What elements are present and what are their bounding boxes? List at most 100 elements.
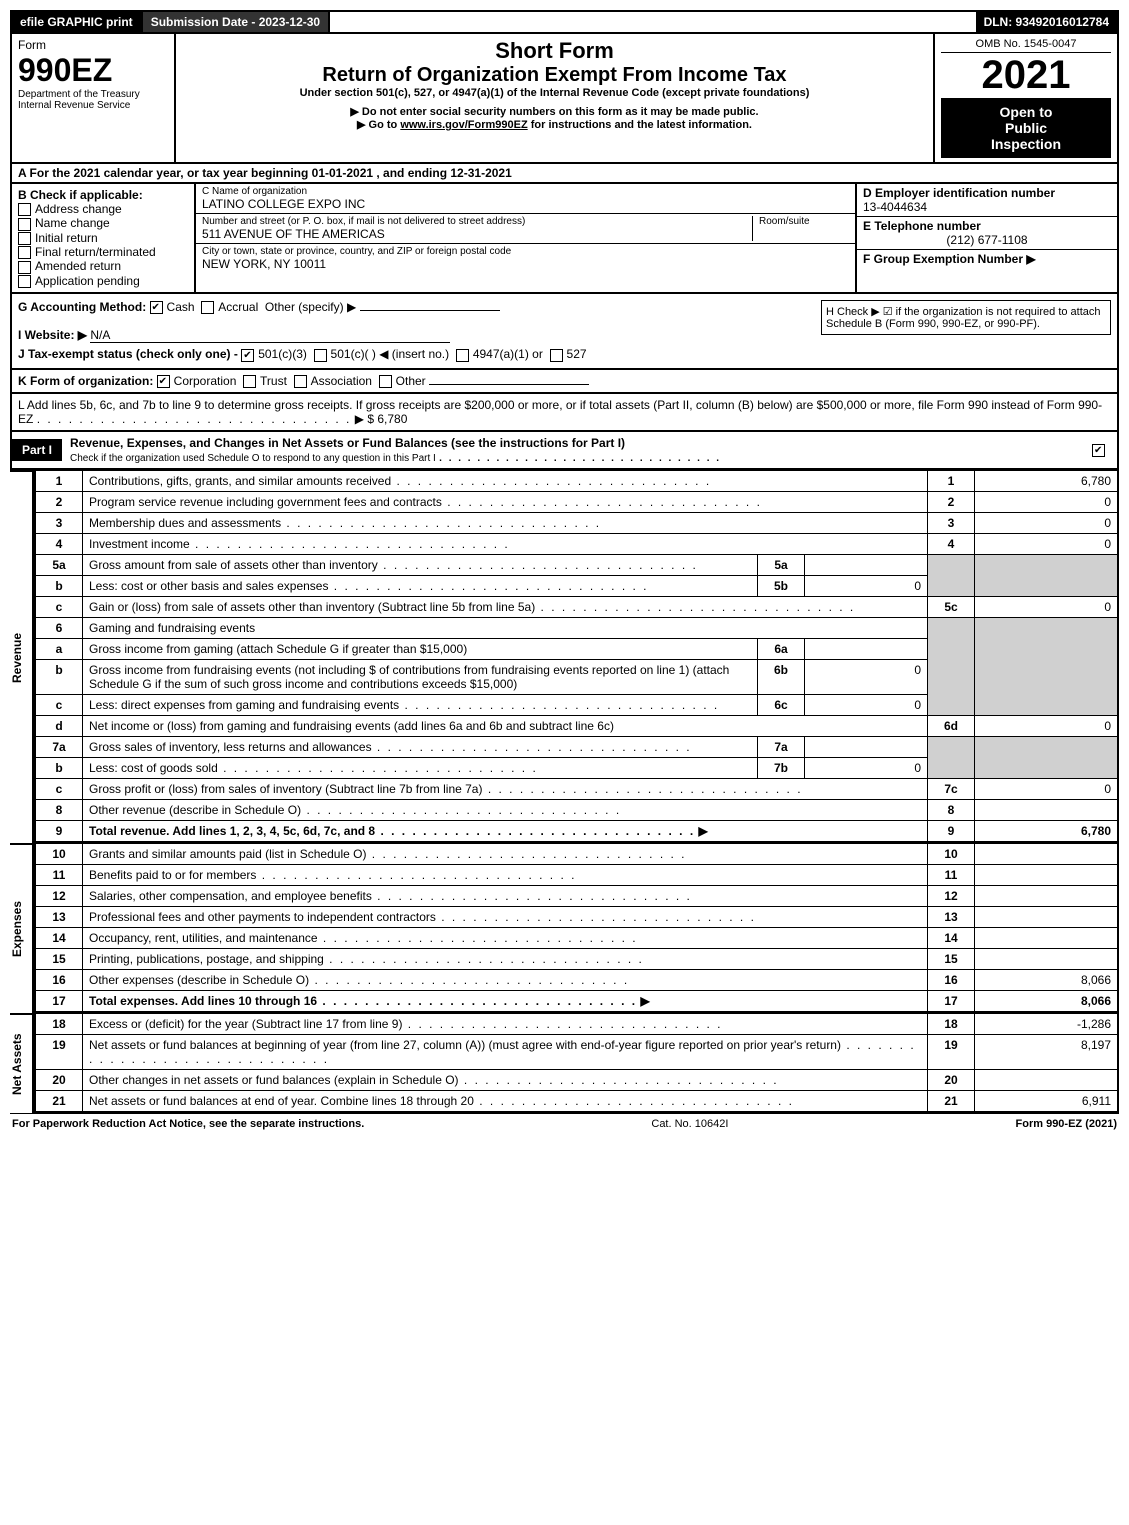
checkbox-association[interactable] [294,375,307,388]
sections-b-through-f: B Check if applicable: Address change Na… [10,184,1119,294]
dept-label: Department of the Treasury [18,89,168,100]
line-17: 17Total expenses. Add lines 10 through 1… [35,990,1118,1012]
checkbox-name-change[interactable] [18,218,31,231]
checkbox-accrual[interactable] [201,301,214,314]
line-19: 19Net assets or fund balances at beginni… [35,1034,1118,1069]
city-label: City or town, state or province, country… [202,246,849,257]
section-j: J Tax-exempt status (check only one) - 5… [18,347,1111,361]
line-14: 14Occupancy, rent, utilities, and mainte… [35,927,1118,948]
sections-g-h-i-j: H Check ▶ ☑ if the organization is not r… [10,294,1119,370]
revenue-table: 1Contributions, gifts, grants, and simil… [34,470,1119,843]
c-label: C Name of organization [202,186,849,197]
section-a: A For the 2021 calendar year, or tax yea… [10,164,1119,184]
f-label: F Group Exemption Number ▶ [863,252,1111,266]
street-label: Number and street (or P. O. box, if mail… [202,216,752,227]
line-8: 8Other revenue (describe in Schedule O)8 [35,799,1118,820]
gross-receipts-value: 6,780 [377,412,407,426]
note-goto: ▶ Go to www.irs.gov/Form990EZ for instru… [182,118,927,131]
line-15: 15Printing, publications, postage, and s… [35,948,1118,969]
ein-value: 13-4044634 [863,200,1111,214]
checkbox-corporation[interactable] [157,375,170,388]
line-13: 13Professional fees and other payments t… [35,906,1118,927]
section-l: L Add lines 5b, 6c, and 7b to line 9 to … [10,394,1119,432]
section-c: C Name of organization LATINO COLLEGE EX… [196,184,857,292]
section-d-e-f: D Employer identification number 13-4044… [857,184,1117,292]
line-9: 9Total revenue. Add lines 1, 2, 3, 4, 5c… [35,820,1118,842]
footer-catalog: Cat. No. 10642I [651,1118,728,1130]
checkbox-4947[interactable] [456,349,469,362]
room-label: Room/suite [759,216,849,227]
title-return: Return of Organization Exempt From Incom… [182,64,927,87]
part-i-tag: Part I [12,439,62,461]
line-16: 16Other expenses (describe in Schedule O… [35,969,1118,990]
checkbox-trust[interactable] [243,375,256,388]
footer-left: For Paperwork Reduction Act Notice, see … [12,1118,364,1130]
org-name: LATINO COLLEGE EXPO INC [202,197,849,211]
line-5a: 5aGross amount from sale of assets other… [35,554,1118,575]
efile-label: efile GRAPHIC print [12,12,143,32]
side-label-net-assets: Net Assets [10,1013,34,1113]
dln-label: DLN: 93492016012784 [976,12,1117,32]
checkbox-cash[interactable] [150,301,163,314]
checkbox-initial-return[interactable] [18,232,31,245]
note-ssn: ▶ Do not enter social security numbers o… [182,105,927,118]
section-k: K Form of organization: Corporation Trus… [10,370,1119,394]
other-specify-input[interactable] [360,310,500,311]
line-11: 11Benefits paid to or for members11 [35,864,1118,885]
tax-year: 2021 [941,53,1111,98]
section-b: B Check if applicable: Address change Na… [12,184,196,292]
line-12: 12Salaries, other compensation, and empl… [35,885,1118,906]
city-value: NEW YORK, NY 10011 [202,257,849,271]
line-6: 6Gaming and fundraising events [35,617,1118,638]
checkbox-application-pending[interactable] [18,275,31,288]
line-18: 18Excess or (deficit) for the year (Subt… [35,1013,1118,1034]
top-bar: efile GRAPHIC print Submission Date - 20… [10,10,1119,34]
form-header: Form 990EZ Department of the Treasury In… [10,34,1119,164]
line-2: 2Program service revenue including gover… [35,491,1118,512]
section-h: H Check ▶ ☑ if the organization is not r… [821,300,1111,335]
title-short-form: Short Form [182,38,927,64]
other-org-input[interactable] [429,384,589,385]
line-21: 21Net assets or fund balances at end of … [35,1090,1118,1112]
checkbox-final-return[interactable] [18,246,31,259]
line-10: 10Grants and similar amounts paid (list … [35,843,1118,864]
line-1: 1Contributions, gifts, grants, and simil… [35,470,1118,491]
subtitle: Under section 501(c), 527, or 4947(a)(1)… [182,87,927,99]
part-i-header: Part I Revenue, Expenses, and Changes in… [10,432,1119,470]
net-assets-table: 18Excess or (deficit) for the year (Subt… [34,1013,1119,1113]
form-word: Form [18,38,168,52]
street-value: 511 AVENUE OF THE AMERICAS [202,227,752,241]
checkbox-527[interactable] [550,349,563,362]
omb-number: OMB No. 1545-0047 [941,38,1111,53]
irs-label: Internal Revenue Service [18,100,168,111]
open-public-badge: Open to Public Inspection [941,98,1111,158]
side-label-expenses: Expenses [10,843,34,1013]
line-5c: cGain or (loss) from sale of assets othe… [35,596,1118,617]
submission-date: Submission Date - 2023-12-30 [143,12,330,32]
checkbox-other-org[interactable] [379,375,392,388]
checkbox-amended-return[interactable] [18,261,31,274]
form-number: 990EZ [18,52,168,89]
e-label: E Telephone number [863,219,1111,233]
checkbox-schedule-o[interactable] [1092,444,1105,457]
page-footer: For Paperwork Reduction Act Notice, see … [10,1113,1119,1134]
checkbox-address-change[interactable] [18,203,31,216]
side-label-revenue: Revenue [10,470,34,843]
line-7a: 7aGross sales of inventory, less returns… [35,736,1118,757]
d-label: D Employer identification number [863,186,1111,200]
footer-form-ref: Form 990-EZ (2021) [1016,1118,1117,1130]
line-7c: cGross profit or (loss) from sales of in… [35,778,1118,799]
line-4: 4Investment income40 [35,533,1118,554]
expenses-table: 10Grants and similar amounts paid (list … [34,843,1119,1013]
part-i-title: Revenue, Expenses, and Changes in Net As… [70,436,625,450]
checkbox-501c[interactable] [314,349,327,362]
part-i-check-text: Check if the organization used Schedule … [70,453,436,464]
line-6d: dNet income or (loss) from gaming and fu… [35,715,1118,736]
website-value: N/A [90,328,450,343]
phone-value: (212) 677-1108 [863,233,1111,247]
b-title: B Check if applicable: [18,188,188,202]
line-3: 3Membership dues and assessments30 [35,512,1118,533]
line-20: 20Other changes in net assets or fund ba… [35,1069,1118,1090]
irs-link[interactable]: www.irs.gov/Form990EZ [400,119,527,131]
checkbox-501c3[interactable] [241,349,254,362]
